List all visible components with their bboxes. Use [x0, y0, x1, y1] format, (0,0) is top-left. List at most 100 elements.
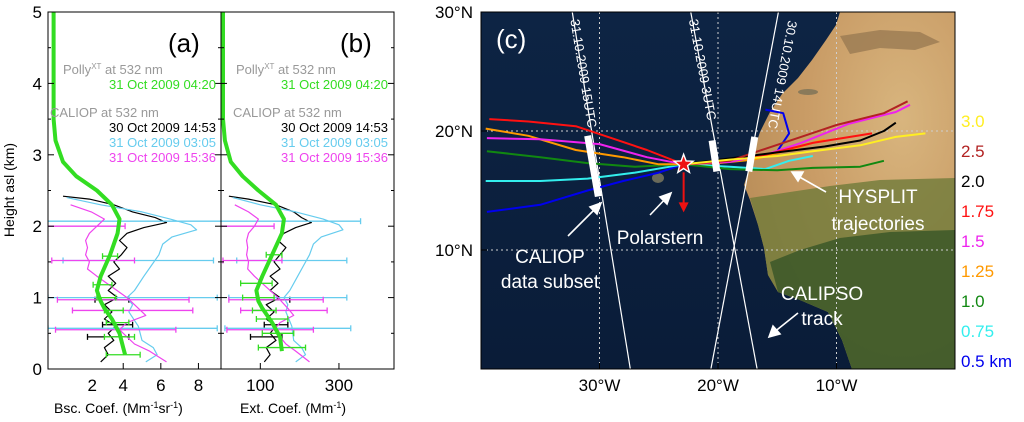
x-tick-label: 6 — [156, 376, 165, 395]
panel-b-extinction-profile: 100 300 (b) PollyXT at 532 nm 31 Oct 2009… — [220, 11, 395, 416]
panel-b-polly-entry: 31 Oct 2009 04:20 — [281, 77, 388, 92]
height-legend-entry: 0.75 — [961, 322, 994, 341]
x-tick-label: 2 — [87, 376, 96, 395]
panel-a-ticks: 0 1 2 3 4 5 4 6 8 2 — [33, 3, 221, 395]
panel-a-legend-black: 30 Oct 2009 14:53 — [109, 120, 216, 135]
trajectory-line — [486, 150, 885, 172]
panel-a-caliop-title: CALIOP at 532 nm — [50, 105, 159, 120]
series-line — [51, 12, 128, 356]
arrow-caliop-subset-head — [588, 201, 603, 216]
caliop-segment — [708, 139, 721, 172]
map-gridlines — [481, 12, 955, 369]
panel-b-legend-magenta: 31 Oct 2009 15:36 — [281, 150, 388, 165]
panel-a-legend-cyan: 31 Oct 2009 03:05 — [109, 135, 216, 150]
panel-a-label: (a) — [168, 28, 200, 58]
arrow-polarstern-head — [658, 191, 673, 206]
panel-a-ylabel: Height asl (km) — [1, 143, 17, 237]
annotation-calipso-line2: track — [801, 309, 843, 330]
caliop-data-segments — [584, 135, 759, 198]
arrow-calipso-head — [767, 324, 782, 339]
height-legend-entry: 0.5 km — [961, 352, 1012, 371]
y-tick-label: 3 — [33, 146, 42, 165]
y-tick-label: 5 — [33, 3, 42, 22]
annotation-calipso-line1: CALIPSO — [781, 284, 863, 305]
height-legend: 3.0 2.5 2.0 1.75 1.5 1.25 1.0 0.75 0.5 km — [961, 112, 1012, 371]
x-tick-label: 300 — [325, 376, 353, 395]
lat-tick-label: 20°N — [435, 122, 473, 141]
panel-b-label: (b) — [340, 28, 372, 58]
arrow-hysplit — [795, 174, 827, 193]
panel-c-ticks: 10°N 20°N 30°N 30°W 20°W 10°W — [435, 3, 857, 395]
caliop-segment — [745, 136, 759, 173]
panel-b-series — [221, 12, 362, 363]
calipso-track-line — [571, 11, 631, 370]
canary-islands — [798, 89, 818, 95]
height-legend-entry: 1.5 — [961, 232, 985, 251]
lat-tick-label: 10°N — [435, 241, 473, 260]
arrow-hysplit-head — [790, 171, 805, 183]
series-0 — [221, 12, 307, 352]
cape-verde-islands — [652, 173, 664, 183]
coastal-forest — [770, 230, 955, 369]
height-legend-entry: 3.0 — [961, 112, 985, 131]
y-tick-label: 0 — [33, 360, 42, 379]
height-legend-entry: 2.5 — [961, 142, 985, 161]
panel-a-series — [48, 12, 221, 363]
series-2 — [221, 197, 362, 363]
annotation-caliop-line2: data subset — [501, 272, 600, 293]
panel-c-label: (c) — [496, 24, 526, 54]
y-tick-label: 1 — [33, 289, 42, 308]
panel-b-xlabel: Ext. Coef. (Mm-1) — [240, 400, 346, 416]
panel-a-backscatter-profile: 0 1 2 3 4 5 4 6 8 2 (a) PollyXT at 532 nm 31 Oct … — [1, 3, 222, 416]
series-line — [221, 12, 286, 352]
calipso-track-line — [710, 11, 780, 370]
x-tick-label: 4 — [118, 376, 127, 395]
height-legend-entry: 1.0 — [961, 292, 985, 311]
map-background — [481, 12, 955, 369]
annotation-hysplit-line2: trajectories — [832, 214, 925, 235]
lat-tick-label: 30°N — [435, 3, 473, 22]
panel-b-legend-cyan: 31 Oct 2009 03:05 — [281, 135, 388, 150]
hysplit-trajectories — [485, 100, 926, 213]
panel-a-xlabel: Bsc. Coef. (Mm-1sr-1) — [54, 400, 183, 416]
trajectory-line — [486, 103, 911, 166]
annotation-polarstern: Polarstern — [617, 228, 704, 249]
panel-b-polly-title: PollyXT at 532 nm — [236, 62, 336, 77]
series-line — [70, 204, 167, 363]
height-legend-entry: 1.75 — [961, 202, 994, 221]
panel-b-legend-black: 30 Oct 2009 14:53 — [281, 120, 388, 135]
x-tick-label: 100 — [246, 376, 274, 395]
series-line — [66, 197, 198, 363]
series-line — [228, 195, 312, 363]
series-line — [62, 195, 168, 363]
trajectory-line — [485, 127, 825, 166]
lon-tick-label: 30°W — [579, 376, 621, 395]
panel-b-ticks: 100 300 — [221, 11, 394, 395]
trajectory-line — [489, 118, 873, 166]
annotation-arrows — [567, 171, 827, 339]
lon-tick-label: 10°W — [816, 376, 858, 395]
panel-a-polly-entry: 31 Oct 2009 04:20 — [109, 77, 216, 92]
lon-tick-label: 20°W — [697, 376, 739, 395]
y-tick-label: 4 — [33, 74, 42, 93]
panel-c-trajectory-map: 31.10.2009 15UTC 31.10.2009 3UTC 30.10.200… — [435, 3, 1012, 395]
height-legend-entry: 1.25 — [961, 262, 994, 281]
trajectory-line — [683, 100, 909, 166]
panel-b-caliop-title: CALIOP at 532 nm — [233, 105, 342, 120]
series-line — [232, 197, 344, 363]
x-tick-label: 8 — [194, 376, 203, 395]
series-0 — [51, 12, 141, 358]
annotation-hysplit-line1: HYSPLIT — [838, 187, 918, 208]
height-legend-entry: 2.0 — [961, 172, 985, 191]
caliop-segment — [584, 135, 602, 198]
calipso-track-line — [690, 11, 758, 370]
panel-a-polly-title: PollyXT at 532 nm — [63, 62, 163, 77]
trajectory-line — [683, 121, 897, 166]
trajectory-line — [683, 132, 926, 166]
atlas-mountains — [840, 30, 940, 54]
polarstern-drift-arrowhead — [678, 202, 689, 213]
y-tick-label: 2 — [33, 217, 42, 236]
panel-a-legend-magenta: 31 Oct 2009 15:36 — [109, 150, 216, 165]
annotation-caliop-line1: CALIOP — [515, 247, 585, 268]
